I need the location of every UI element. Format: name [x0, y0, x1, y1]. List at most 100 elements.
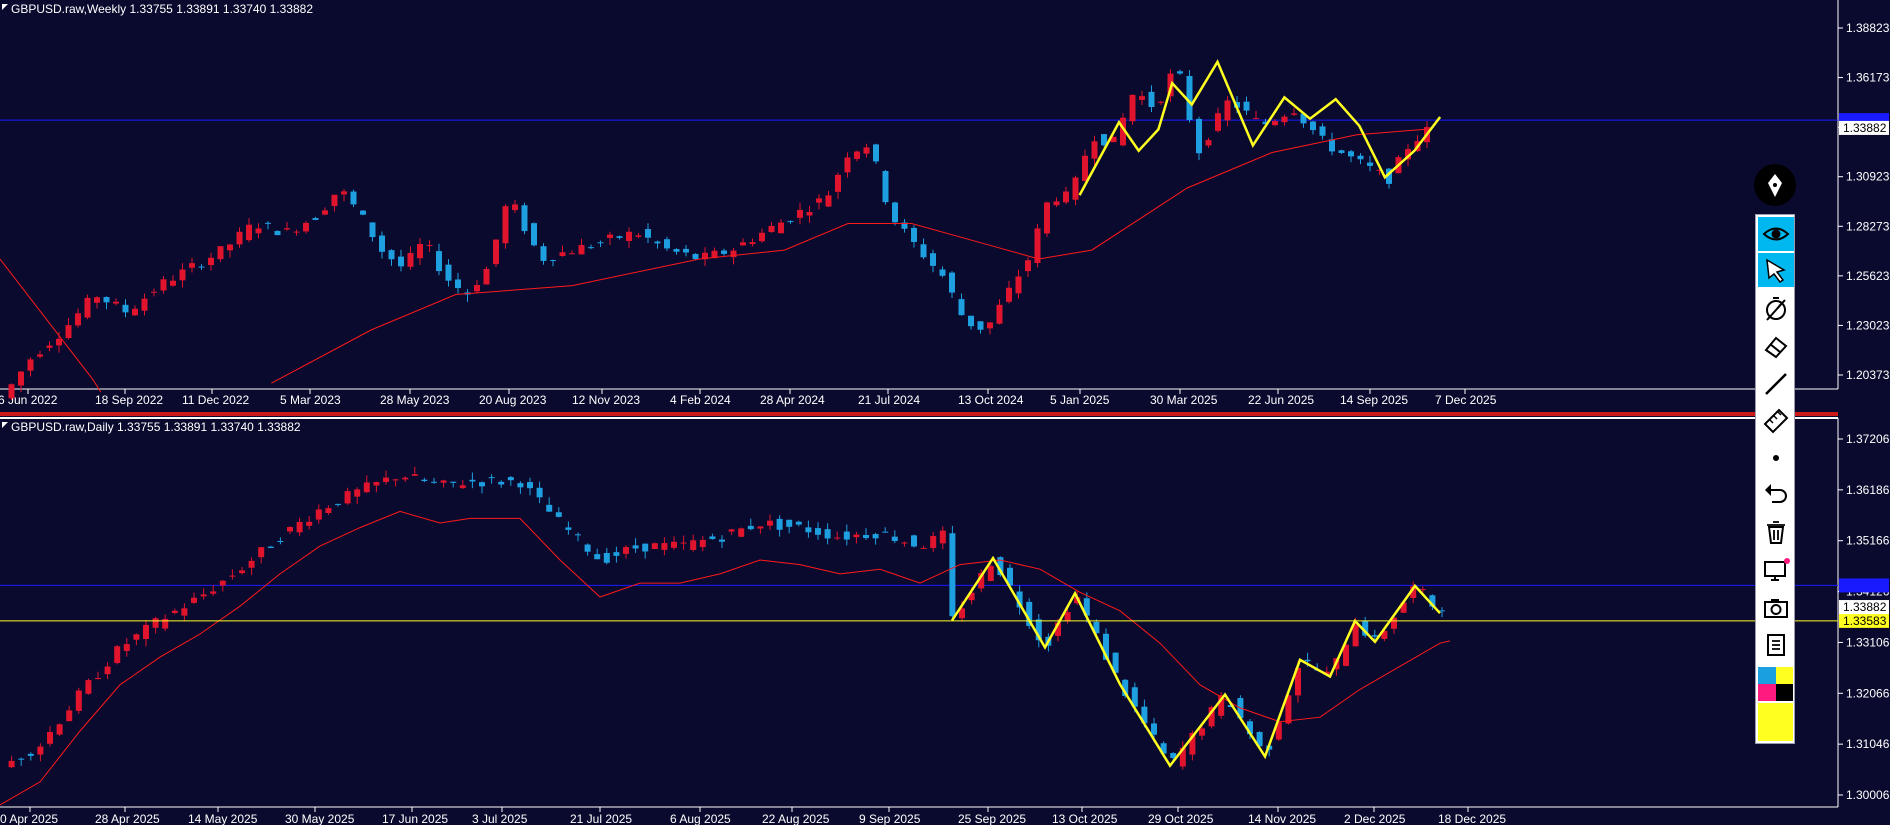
undo-icon[interactable]	[1758, 477, 1794, 511]
candle-body	[1158, 101, 1164, 103]
candle-body	[853, 534, 860, 538]
candle-body	[607, 234, 613, 238]
candle-body	[287, 527, 293, 532]
color-swatch-blue[interactable]	[1758, 667, 1776, 684]
candle-body	[331, 194, 338, 207]
daily-chart-pane[interactable]: 1.372061.361861.351661.341261.331061.320…	[0, 418, 1890, 825]
monitor-icon[interactable]	[1758, 553, 1794, 587]
color-swatch-current[interactable]	[1758, 703, 1793, 741]
stopwatch-icon[interactable]	[1758, 291, 1794, 325]
color-swatch-yellow[interactable]	[1776, 667, 1793, 684]
trash-icon[interactable]	[1758, 515, 1794, 549]
candle-body	[1055, 622, 1061, 636]
candle-body	[623, 547, 629, 554]
candle-body	[588, 247, 594, 249]
candle-body	[502, 206, 509, 244]
collapse-triangle-icon	[2, 422, 8, 428]
eye-icon[interactable]	[1758, 217, 1794, 251]
color-swatch-black[interactable]	[1776, 684, 1793, 701]
candle-body	[1400, 602, 1407, 613]
candle-body	[1112, 652, 1119, 673]
y-tick-label: 1.36186	[1846, 483, 1890, 497]
candle-body	[721, 250, 727, 254]
candle-body	[920, 244, 927, 258]
candle-body	[1082, 155, 1088, 181]
x-tick-label: 30 Mar 2025	[1150, 393, 1218, 407]
pen-nib-icon[interactable]	[1754, 164, 1796, 206]
candle-body	[1189, 732, 1196, 755]
candle-body	[388, 250, 395, 260]
candle-body	[1295, 667, 1301, 696]
candle-body	[1215, 113, 1221, 131]
dot-icon[interactable]	[1758, 441, 1794, 475]
x-tick-label: 5 Jan 2025	[1050, 393, 1110, 407]
candle-body	[417, 243, 423, 259]
line-icon[interactable]	[1758, 367, 1794, 401]
candle-body	[277, 540, 284, 543]
cursor-arrow-icon[interactable]	[1758, 253, 1794, 287]
candle-body	[95, 678, 101, 680]
candle-body	[1139, 96, 1145, 100]
candle-body	[1362, 620, 1369, 636]
x-tick-label: 22 Jun 2025	[1248, 393, 1314, 407]
candle-body	[162, 618, 169, 629]
candle-body	[1208, 707, 1215, 727]
candle-body	[911, 535, 917, 547]
camera-icon[interactable]	[1758, 591, 1794, 625]
candle-body	[1148, 91, 1155, 108]
candle-body	[1285, 695, 1292, 724]
candle-body	[540, 246, 547, 261]
candle-body	[1247, 721, 1253, 735]
candle-body	[398, 256, 404, 267]
hline-price-tag	[1839, 578, 1889, 593]
weekly-chart-pane[interactable]: 1.388231.361731.335231.309231.282731.256…	[0, 0, 1890, 407]
candle-body	[189, 263, 195, 268]
zigzag-line	[1078, 59, 1442, 196]
candle-body	[787, 221, 794, 223]
candle-body	[1272, 121, 1278, 126]
candle-body	[498, 481, 505, 485]
candle-body	[507, 477, 514, 481]
x-tick-label: 6 Aug 2025	[670, 812, 731, 825]
x-tick-label: 28 Apr 2024	[760, 393, 825, 407]
candle-body	[141, 298, 148, 311]
candle-body	[882, 171, 889, 203]
x-tick-label: 12 Nov 2023	[572, 393, 640, 407]
candle-body	[673, 249, 680, 252]
candle-body	[1352, 624, 1359, 647]
candle-body	[344, 491, 351, 504]
candle-body	[555, 512, 562, 517]
candle-body	[699, 539, 706, 548]
candle-body	[113, 301, 119, 304]
candle-body	[1196, 118, 1202, 154]
candle-body	[939, 269, 946, 276]
candle-body	[341, 191, 347, 195]
clipboard-icon[interactable]	[1758, 627, 1794, 661]
current-price-tag	[1839, 600, 1889, 615]
ruler-icon[interactable]	[1758, 403, 1794, 437]
candle-body	[776, 518, 783, 530]
candle-body	[740, 242, 746, 246]
y-tick-label: 1.20373	[1846, 368, 1890, 382]
eraser-icon[interactable]	[1758, 329, 1794, 363]
candle-body	[664, 239, 670, 249]
color-swatch-magenta[interactable]	[1758, 684, 1776, 701]
candle-body	[46, 345, 53, 348]
candle-body	[778, 222, 784, 234]
x-tick-label: 30 May 2025	[285, 812, 355, 825]
candle-body	[436, 251, 442, 272]
candle-body	[1035, 619, 1042, 641]
candle-body	[160, 279, 167, 291]
yellow-price-tag	[1839, 613, 1889, 628]
candle-body	[369, 222, 376, 238]
candle-body	[132, 308, 138, 316]
candle-body	[711, 250, 718, 259]
candle-body	[1323, 671, 1330, 675]
candle-body	[1026, 601, 1033, 626]
candle-body	[1410, 586, 1417, 599]
candle-body	[536, 487, 543, 498]
candle-body	[1034, 228, 1041, 263]
candle-body	[152, 618, 159, 628]
candle-body	[730, 250, 737, 258]
